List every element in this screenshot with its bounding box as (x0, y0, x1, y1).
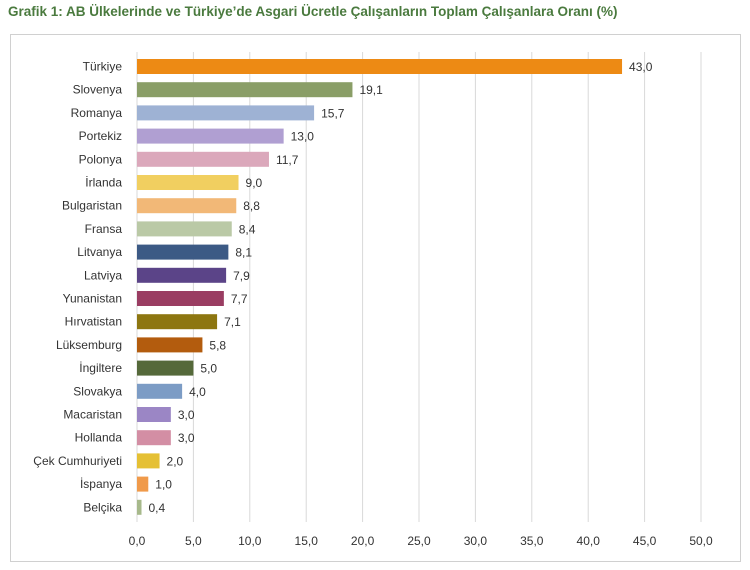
bar (137, 59, 623, 74)
value-label: 5,8 (209, 338, 226, 352)
x-tick-label: 5,0 (185, 534, 202, 548)
value-label: 7,1 (224, 315, 241, 329)
category-label: Romanya (71, 106, 123, 120)
value-label: 2,0 (167, 454, 184, 468)
category-label: Hırvatistan (65, 315, 122, 329)
value-label: 7,9 (233, 269, 250, 283)
bar (137, 360, 194, 376)
category-label: Belçika (83, 500, 122, 514)
x-tick-label: 50,0 (689, 534, 713, 548)
bar (137, 198, 237, 214)
x-tick-label: 35,0 (520, 534, 544, 548)
bar (137, 383, 183, 399)
chart-title: Grafik 1: AB Ülkelerinde ve Türkiye’de A… (8, 4, 618, 19)
category-label: İspanya (80, 477, 122, 491)
value-label: 1,0 (155, 478, 172, 492)
bar (137, 314, 218, 330)
bar (137, 267, 227, 283)
category-label: Portekiz (79, 129, 122, 143)
x-tick-label: 10,0 (238, 534, 262, 548)
bar (137, 291, 224, 306)
x-tick-label: 25,0 (407, 534, 431, 548)
category-label: Latviya (84, 268, 122, 282)
category-label: Yunanistan (63, 292, 122, 306)
value-label: 8,8 (243, 199, 260, 213)
x-tick-label: 45,0 (633, 534, 657, 548)
value-label: 8,1 (235, 246, 252, 260)
bar (137, 151, 269, 167)
bar (137, 430, 171, 446)
value-label: 43,0 (629, 60, 653, 74)
category-label: Lüksemburg (56, 338, 122, 352)
value-label: 13,0 (291, 130, 315, 144)
x-tick-label: 30,0 (464, 534, 488, 548)
bar (137, 175, 239, 190)
value-label: 8,4 (239, 222, 256, 236)
category-label: Litvanya (77, 245, 122, 259)
category-label: Türkiye (83, 60, 123, 74)
x-tick-label: 0,0 (129, 534, 146, 548)
bar (137, 453, 160, 469)
bar (137, 337, 203, 353)
category-label: Polonya (79, 152, 123, 166)
value-label: 4,0 (189, 385, 206, 399)
x-tick-label: 40,0 (577, 534, 601, 548)
category-label: İngiltere (79, 361, 122, 375)
value-label: 7,7 (231, 292, 248, 306)
category-label: Çek Cumhuriyeti (33, 454, 122, 468)
bar (137, 221, 232, 237)
value-label: 15,7 (321, 106, 345, 120)
value-label: 0,4 (149, 501, 166, 515)
value-label: 11,7 (276, 153, 299, 167)
bar (137, 476, 149, 492)
bar (137, 82, 353, 98)
chart-frame (10, 34, 741, 562)
bar (137, 128, 284, 144)
x-tick-label: 20,0 (351, 534, 375, 548)
category-label: Bulgaristan (62, 199, 122, 213)
value-label: 3,0 (178, 408, 195, 422)
value-label: 19,1 (359, 83, 383, 97)
category-label: Macaristan (63, 408, 122, 422)
bar (137, 105, 315, 121)
value-label: 5,0 (200, 362, 217, 376)
bar (137, 407, 171, 422)
category-label: Hollanda (75, 431, 123, 445)
value-label: 9,0 (246, 176, 263, 190)
x-tick-label: 15,0 (295, 534, 319, 548)
bar (137, 499, 142, 515)
category-label: Slovenya (73, 83, 123, 97)
bar (137, 244, 229, 260)
value-label: 3,0 (178, 431, 195, 445)
category-label: Slovakya (73, 384, 122, 398)
category-label: İrlanda (85, 176, 122, 190)
category-label: Fransa (85, 222, 123, 236)
